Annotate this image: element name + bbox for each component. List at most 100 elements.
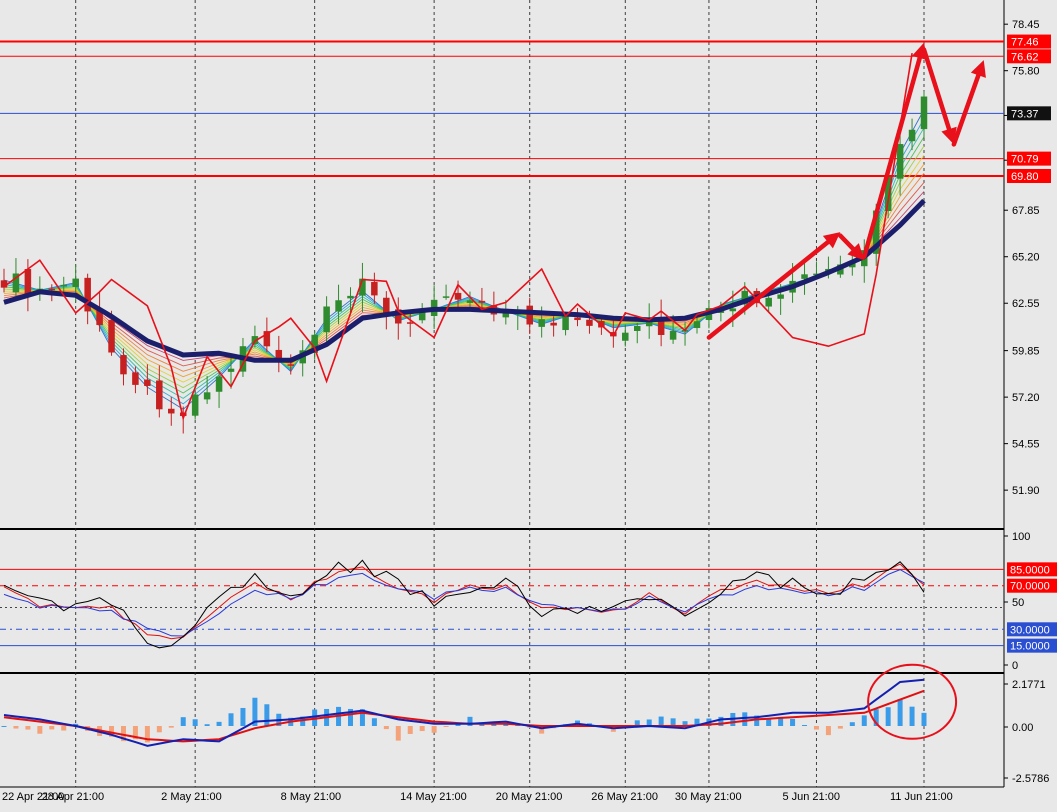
macd-histogram-bar <box>766 719 772 726</box>
candlesticks <box>0 91 928 434</box>
macd-histogram-bar <box>802 724 808 726</box>
candle-body <box>48 288 56 291</box>
candle-body <box>24 269 32 295</box>
macd-histogram-bar <box>61 726 67 731</box>
macd-histogram-bar <box>670 718 676 726</box>
candle-body <box>562 316 569 331</box>
candle-body <box>144 379 151 386</box>
price-level-tag <box>1007 106 1051 121</box>
macd-histogram-bar <box>790 718 796 726</box>
macd-histogram-bar <box>180 717 186 726</box>
price-level-tag <box>1007 168 1051 183</box>
candle-body <box>693 321 701 329</box>
forecast-arrow-head <box>970 60 986 78</box>
time-axis-label: 22 Apr 21:00 <box>2 791 64 803</box>
time-axis-label: 20 May 21:00 <box>496 791 563 803</box>
macd-histogram-bar <box>144 726 150 743</box>
candle-body <box>347 295 354 299</box>
macd-histogram-bar <box>682 721 688 726</box>
macd-histogram-bar <box>120 726 126 742</box>
macd-tick-label: 0.00 <box>1012 722 1033 734</box>
highlight-circle <box>867 663 958 740</box>
macd-panel <box>1 663 958 747</box>
forecast-arrow-head <box>822 232 841 249</box>
oscillator-level-tag <box>1007 638 1057 653</box>
forecast-arrow-head <box>847 243 865 261</box>
macd-histogram-bar <box>861 715 867 726</box>
macd-histogram-bar <box>646 719 652 726</box>
macd-histogram-bar <box>300 716 306 726</box>
oscillator-tick-label: 0 <box>1012 660 1018 672</box>
macd-histogram-bar <box>921 712 927 726</box>
candle-body <box>478 300 486 303</box>
macd-histogram-bar <box>897 699 903 726</box>
oscillator-level-label: 15.0000 <box>1010 641 1050 653</box>
macd-histogram-bar <box>718 716 724 726</box>
macd-histogram-bar <box>240 707 246 726</box>
candle-body <box>777 294 784 299</box>
candle-body <box>108 319 115 353</box>
macd-histogram-bar <box>885 707 891 726</box>
macd-histogram-bar <box>383 726 389 730</box>
forecast-arrows <box>706 42 986 340</box>
price-level-label: 76.62 <box>1011 51 1039 63</box>
candle-body <box>801 274 808 279</box>
macd-histogram-bar <box>455 723 461 726</box>
macd-histogram-bar <box>216 721 222 726</box>
price-level-tag <box>1007 49 1051 64</box>
oscillator-line <box>3 559 925 649</box>
candle-body <box>156 380 163 410</box>
macd-histogram-bar <box>407 726 413 734</box>
macd-histogram-bar <box>264 704 270 726</box>
price-axis: 78.4575.8073.2570.7067.8565.2062.5559.85… <box>1004 19 1057 785</box>
candle-body <box>466 300 474 303</box>
moving-average <box>3 198 926 363</box>
macd-histogram-bar <box>431 726 437 733</box>
time-axis-label: 28 Apr 21:00 <box>42 791 104 803</box>
candle-body <box>586 319 593 326</box>
candle-body <box>622 332 629 341</box>
oscillator-tick-label: 100 <box>1012 531 1030 543</box>
price-tick-label: 78.45 <box>1012 19 1040 31</box>
oscillator-level-tag <box>1007 578 1057 593</box>
macd-histogram-bar <box>634 720 640 726</box>
price-tick-label: 75.80 <box>1012 66 1040 78</box>
forecast-arrow-shaft <box>921 47 952 132</box>
candle-body <box>120 355 127 375</box>
candle-body <box>920 96 928 130</box>
price-tick-label: 62.55 <box>1012 298 1040 310</box>
candle-body <box>908 129 916 142</box>
macd-histogram-bar <box>395 726 401 741</box>
oscillator-level-label: 85.0000 <box>1010 564 1050 576</box>
candle-body <box>323 306 330 333</box>
macd-histogram-bar <box>419 726 425 732</box>
candle-body <box>72 278 79 288</box>
macd-histogram-bar <box>778 718 784 726</box>
forecast-arrow-shaft <box>862 55 922 259</box>
macd-histogram-bar <box>467 716 473 726</box>
price-level-label: 73.37 <box>1011 108 1039 120</box>
forecast-arrow-shaft <box>951 72 981 147</box>
oscillator-tick-label: 50 <box>1012 597 1024 609</box>
macd-tick-label: 2.1771 <box>1012 679 1046 691</box>
candle-body <box>191 394 199 416</box>
macd-histogram-bar <box>909 706 915 726</box>
candle-body <box>729 308 737 312</box>
time-axis-label: 8 May 21:00 <box>281 791 342 803</box>
candle-body <box>765 297 772 307</box>
candle-body <box>406 322 414 324</box>
price-tick-label: 67.85 <box>1012 205 1040 217</box>
zigzag-line <box>3 52 913 421</box>
oscillator-level-label: 30.0000 <box>1010 624 1050 636</box>
macd-histogram-bar <box>168 726 174 728</box>
macd-histogram-bar <box>658 716 664 726</box>
price-levels <box>0 40 1004 177</box>
forecast-arrow-shaft <box>706 239 831 340</box>
macd-histogram-bar <box>347 708 353 726</box>
candle-body <box>215 376 223 392</box>
candle-body <box>168 408 175 414</box>
candle-body <box>84 277 91 312</box>
